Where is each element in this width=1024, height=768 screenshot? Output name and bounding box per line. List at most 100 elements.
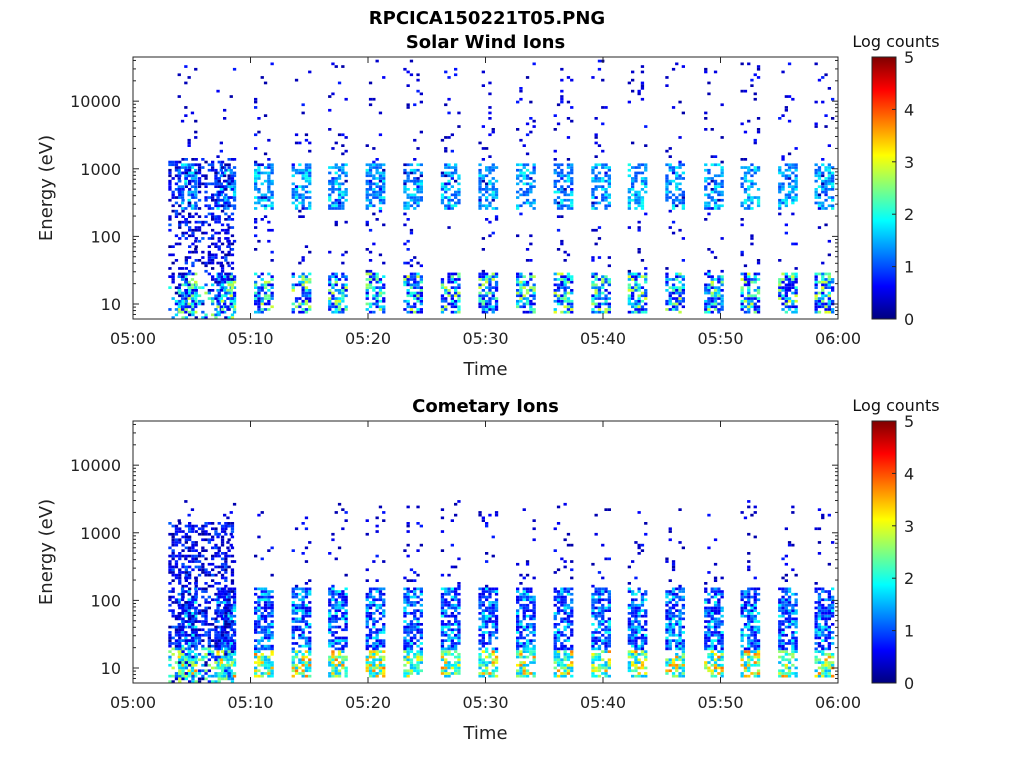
heatmap-cell: [344, 163, 348, 167]
heatmap-cell: [440, 508, 445, 511]
heatmap-cell: [378, 631, 383, 634]
heatmap-cell: [341, 261, 345, 265]
heatmap-cell: [294, 185, 299, 188]
heatmap-cell: [416, 655, 420, 659]
heatmap-cell: [298, 215, 302, 218]
heatmap-cell: [270, 590, 274, 593]
heatmap-cell: [194, 672, 198, 675]
heatmap-cell: [341, 310, 345, 314]
heatmap-cell: [226, 231, 230, 235]
heatmap-cell: [747, 188, 751, 191]
heatmap-cell: [478, 617, 482, 621]
heatmap-cell: [368, 674, 373, 678]
heatmap-cell: [601, 620, 605, 623]
x-tick-label: 05:10: [227, 329, 273, 348]
heatmap-cell: [406, 633, 410, 637]
heatmap-cell: [260, 655, 264, 659]
heatmap-cell: [824, 185, 828, 188]
heatmap-cell: [291, 283, 295, 287]
heatmap-cell: [328, 598, 332, 602]
heatmap-cell: [488, 601, 492, 604]
heatmap-cell: [337, 546, 342, 550]
heatmap-cell: [187, 190, 191, 194]
heatmap-cell: [365, 663, 369, 667]
heatmap-cell: [291, 201, 295, 205]
heatmap-cell: [301, 598, 305, 602]
heatmap-cell: [457, 500, 461, 503]
heatmap-cell: [478, 595, 482, 599]
heatmap-cell: [291, 642, 295, 645]
heatmap-cell: [494, 658, 499, 662]
heatmap-cell: [197, 294, 202, 298]
heatmap-cell: [257, 308, 261, 311]
heatmap-cell: [831, 166, 835, 169]
heatmap-cell: [372, 310, 376, 314]
heatmap-cell: [308, 204, 312, 208]
heatmap-cell: [201, 302, 205, 306]
heatmap-cell: [201, 182, 205, 186]
heatmap-cell: [532, 302, 536, 306]
heatmap-cell: [478, 198, 482, 202]
heatmap-cell: [516, 674, 520, 678]
heatmap-cell: [406, 106, 410, 109]
heatmap-cell: [821, 283, 825, 287]
heatmap-cell: [382, 601, 386, 604]
heatmap-cell: [637, 289, 641, 292]
heatmap-cell: [457, 308, 461, 311]
heatmap-cell: [831, 280, 835, 284]
heatmap-cell: [263, 114, 268, 117]
heatmap-cell: [378, 196, 383, 199]
heatmap-cell: [229, 272, 233, 276]
heatmap-cell: [254, 623, 258, 626]
heatmap-cell: [743, 264, 748, 268]
heatmap-cell: [304, 280, 309, 284]
heatmap-cell: [220, 185, 225, 188]
heatmap-cell: [197, 171, 202, 175]
heatmap-cell: [419, 196, 423, 199]
heatmap-cell: [594, 201, 598, 205]
heatmap-cell: [831, 177, 835, 180]
heatmap-cell: [294, 283, 299, 287]
heatmap-cell: [491, 633, 495, 637]
heatmap-cell: [232, 620, 237, 623]
heatmap-cell: [570, 299, 574, 303]
heatmap-cell: [416, 201, 420, 205]
heatmap-cell: [337, 590, 342, 593]
heatmap-cell: [304, 546, 309, 550]
heatmap-cell: [627, 286, 631, 289]
heatmap-cell: [263, 603, 268, 607]
heatmap-cell: [409, 628, 414, 632]
heatmap-cell: [188, 188, 192, 191]
heatmap-cell: [791, 179, 795, 183]
heatmap-cell: [194, 663, 198, 667]
heatmap-cell: [821, 299, 825, 303]
heatmap-cell: [328, 275, 332, 278]
heatmap-cell: [416, 204, 420, 208]
heatmap-cell: [406, 655, 410, 659]
heatmap-cell: [229, 168, 233, 172]
heatmap-cell: [678, 198, 682, 202]
heatmap-cell: [180, 291, 185, 295]
heatmap-cell: [217, 239, 221, 243]
heatmap-cell: [488, 106, 492, 109]
heatmap-cell: [519, 138, 523, 142]
heatmap-cell: [270, 603, 274, 607]
heatmap-cell: [406, 310, 410, 314]
heatmap-cell: [485, 310, 489, 314]
heatmap-cell: [491, 286, 495, 289]
heatmap-cell: [223, 275, 227, 278]
heatmap-cell: [743, 188, 748, 191]
heatmap-cell: [704, 218, 708, 221]
heatmap-cell: [174, 242, 179, 246]
heatmap-cell: [529, 130, 533, 134]
heatmap-cell: [563, 606, 567, 610]
heatmap-cell: [668, 163, 672, 167]
heatmap-cell: [440, 644, 445, 648]
heatmap-cell: [778, 212, 782, 216]
heatmap-cell: [817, 291, 822, 295]
heatmap-cell: [403, 223, 407, 227]
heatmap-cell: [597, 294, 602, 298]
heatmap-cell: [207, 196, 211, 199]
heatmap-cell: [481, 617, 485, 621]
heatmap-cell: [257, 275, 261, 278]
